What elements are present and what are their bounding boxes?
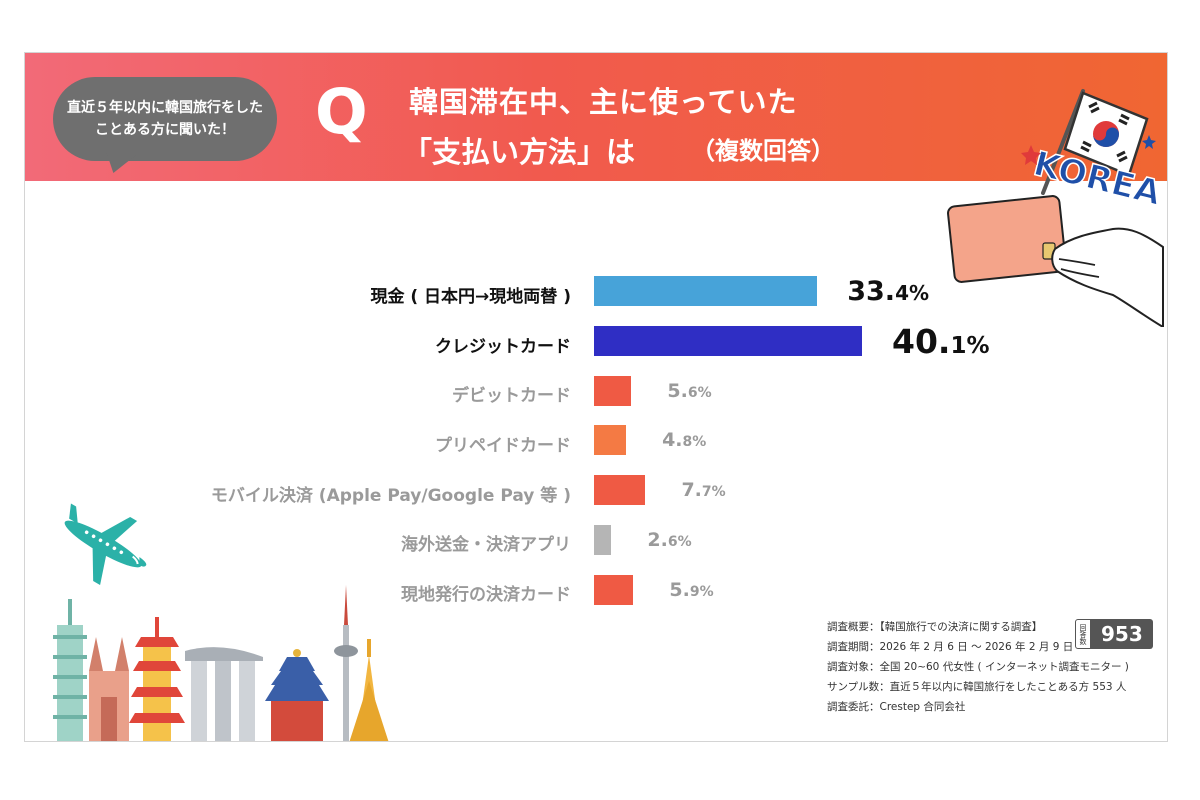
bar-prepaid-card <box>594 425 627 456</box>
category-label-mobile-payment: モバイル決済 (Apple Pay/Google Pay 等 ) <box>210 486 571 506</box>
question-header: 直近５年以内に韓国旅行をしたことある方に聞いた！ Q 韓国滞在中、主に使っていた… <box>25 53 1167 181</box>
bubble-tail <box>99 153 139 173</box>
bar-cash <box>594 276 818 306</box>
survey-target: 調査対象：全国 20~60 代女性 ( インターネット調査モニター ) <box>827 661 1129 673</box>
category-label-debit-card: デビットカード <box>452 386 571 406</box>
value-label-remittance-app: 2.6% <box>647 529 692 551</box>
bar-local-card <box>594 574 634 605</box>
value-label-local-card: 5.9% <box>669 578 714 601</box>
value-label-mobile-payment: 7.7% <box>681 479 726 502</box>
bar-credit-card <box>594 325 862 356</box>
credit-card-icon <box>947 195 1164 327</box>
question-note: （複数回答） <box>691 137 835 165</box>
survey-sample: サンプル数：直近５年以内に韓国旅行をしたことある方 553 人 <box>827 681 1127 693</box>
value-label-debit-card: 5.6% <box>667 379 712 402</box>
survey-summary: 調査概要：【韓国旅行での決済に関する調査】 調査期間：2026 年 2 月 6 … <box>827 617 1157 717</box>
city-skyline-icon <box>53 585 389 741</box>
question-line-1: 韓国滞在中、主に使っていた <box>409 85 798 119</box>
value-label-credit-card: 40.1% <box>892 321 990 361</box>
question-mark: Q <box>315 75 368 148</box>
category-label-remittance-app: 海外送金・決済アプリ <box>401 535 571 555</box>
respondent-count-value: 953 <box>1091 619 1153 649</box>
category-label-prepaid-card: プリペイドカード <box>435 436 571 456</box>
category-label-cash: 現金 ( 日本円→現地両替 ) <box>370 287 571 307</box>
bar-remittance-app <box>594 525 612 555</box>
bar-debit-card <box>594 375 632 406</box>
question-line-2: 「支払い方法」は <box>403 135 636 169</box>
survey-client: 調査委託：Crestep 合同会社 <box>827 701 966 713</box>
category-label-credit-card: クレジットカード <box>435 337 571 357</box>
respondent-count-label: 回答数 <box>1075 619 1091 649</box>
category-label-local-card: 現地発行の決済カード <box>401 585 571 605</box>
survey-period: 調査期間：2026 年 2 月 6 日 ～ 2026 年 2 月 9 日 <box>827 641 1074 653</box>
survey-overview: 調査概要：【韓国旅行での決済に関する調査】 <box>827 621 1043 633</box>
value-label-cash: 33.4% <box>847 276 930 307</box>
value-label-prepaid-card: 4.8% <box>662 429 707 452</box>
survey-target-bubble: 直近５年以内に韓国旅行をしたことある方に聞いた！ <box>53 77 277 161</box>
infographic-card: 直近５年以内に韓国旅行をしたことある方に聞いた！ Q 韓国滞在中、主に使っていた… <box>24 52 1168 742</box>
respondent-count-badge: 回答数 953 <box>1075 619 1153 649</box>
airplane-icon <box>64 503 147 585</box>
korea-flag-icon <box>1041 89 1149 195</box>
bar-mobile-payment <box>594 475 646 506</box>
